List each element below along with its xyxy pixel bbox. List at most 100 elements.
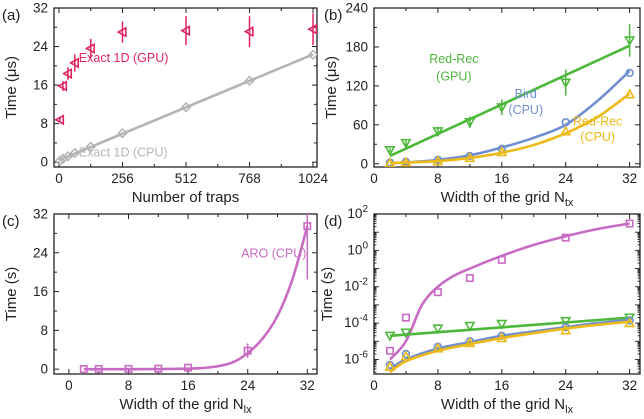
aro-cpu-point bbox=[303, 222, 312, 231]
aro-cpu-fit-line bbox=[388, 222, 630, 361]
bird-cpu-fit-line bbox=[389, 318, 630, 371]
exact-1d-gpu-point bbox=[68, 57, 80, 69]
y-tick-label: 8 bbox=[40, 116, 48, 131]
x-tick-label: 24 bbox=[558, 171, 574, 186]
red-rec-cpu-point bbox=[384, 360, 396, 371]
red-rec-gpu-point bbox=[432, 324, 444, 335]
x-tick-label: 0 bbox=[65, 378, 73, 393]
x-tick-label: 0 bbox=[55, 171, 63, 186]
plot-frame bbox=[373, 213, 641, 375]
exact-1d-cpu-point bbox=[307, 49, 317, 60]
red-rec-gpu-fit-line bbox=[389, 44, 631, 158]
exact-1d-cpu-point bbox=[117, 128, 128, 139]
red-rec-cpu-point bbox=[496, 146, 508, 157]
y-tick-label: 8 bbox=[40, 323, 48, 338]
red-rec-gpu-point bbox=[496, 103, 508, 114]
red-rec-cpu-point bbox=[432, 342, 444, 353]
annotation-label: Red-Rec bbox=[573, 114, 622, 128]
y-axis-label: Time (s) bbox=[3, 267, 20, 321]
annotation-label: Exact 1D (GPU) bbox=[79, 51, 169, 65]
exact-1d-cpu-point bbox=[244, 75, 255, 87]
x-tick-label: 8 bbox=[434, 378, 442, 393]
y-tick-label: 100 bbox=[347, 240, 368, 257]
x-tick-label: 256 bbox=[111, 171, 134, 186]
x-axis-label: Width of the grid Nlx bbox=[441, 396, 574, 416]
red-rec-gpu-point bbox=[384, 331, 396, 342]
plot-frame bbox=[373, 7, 641, 168]
y-tick-label: 32 bbox=[33, 1, 48, 16]
exact-1d-gpu-point bbox=[62, 67, 73, 80]
exact-1d-cpu-point bbox=[62, 151, 74, 162]
aro-cpu-point bbox=[465, 274, 474, 283]
red-rec-gpu-point bbox=[400, 138, 412, 149]
panel-label: (d) bbox=[324, 213, 342, 230]
y-tick-label: 102 bbox=[347, 204, 368, 221]
x-tick-label: 16 bbox=[181, 378, 196, 393]
red-rec-cpu-point bbox=[560, 125, 572, 136]
y-tick-label: 0 bbox=[360, 156, 368, 171]
red-rec-gpu-fit-line bbox=[389, 316, 630, 338]
y-axis-label: Time (s) bbox=[319, 267, 336, 321]
red-rec-gpu-point bbox=[464, 321, 476, 332]
red-rec-gpu-point bbox=[432, 127, 444, 138]
exact-1d-cpu-fit-line bbox=[59, 53, 314, 161]
exact-1d-cpu-point bbox=[54, 155, 66, 166]
y-tick-label: 10-4 bbox=[344, 313, 368, 330]
data-layer bbox=[79, 214, 312, 374]
x-tick-label: 16 bbox=[494, 171, 509, 186]
x-tick-label: 32 bbox=[622, 171, 637, 186]
panel-label: (a) bbox=[2, 7, 20, 24]
x-tick-label: 8 bbox=[434, 171, 442, 186]
aro-cpu-point bbox=[433, 288, 442, 297]
y-tick-label: 16 bbox=[33, 78, 48, 93]
annotation-label: (GPU) bbox=[436, 70, 471, 84]
y-tick-label: 120 bbox=[345, 78, 368, 93]
exact-1d-gpu-point bbox=[54, 114, 65, 126]
x-tick-label: 1024 bbox=[298, 171, 329, 186]
exact-1d-gpu-point bbox=[307, 23, 317, 35]
red-rec-cpu-point bbox=[400, 156, 412, 167]
aro-cpu-point bbox=[124, 364, 133, 373]
panel-b: 0 8 16 24 32 0 60 120 180 240 Width of the grid Nt… bbox=[323, 1, 641, 209]
red-rec-cpu-point bbox=[384, 157, 396, 167]
exact-1d-gpu-point bbox=[180, 25, 191, 37]
panel-a: 0 256 512 768 1024 0 8 16 24 32 Number of traps Tim… bbox=[2, 1, 329, 207]
x-tick-label: 512 bbox=[175, 171, 198, 186]
bird-cpu-point bbox=[625, 68, 634, 78]
x-axis-label: Number of traps bbox=[132, 189, 240, 206]
y-tick-label: 0 bbox=[40, 155, 48, 170]
annotation-label: Exact 1D (CPU) bbox=[79, 145, 168, 159]
red-rec-gpu-point bbox=[624, 36, 636, 47]
annotation-label: (CPU) bbox=[580, 130, 615, 144]
red-rec-cpu-point bbox=[464, 337, 476, 348]
red-rec-cpu-point bbox=[496, 332, 508, 343]
y-tick-label: 10-2 bbox=[344, 277, 368, 294]
red-rec-gpu-point bbox=[560, 78, 572, 89]
x-tick-label: 0 bbox=[370, 171, 378, 186]
data-layer bbox=[54, 13, 317, 166]
x-tick-label: 16 bbox=[494, 378, 509, 393]
aro-cpu-point bbox=[184, 363, 193, 372]
annotation-label: ARO (CPU) bbox=[241, 247, 306, 261]
aro-cpu-point bbox=[561, 233, 570, 242]
panel-c: 0 8 16 24 32 0 8 16 24 32 Width of the grid Nlx Tim… bbox=[2, 207, 318, 416]
panel-d: 0 8 16 24 32 10-6 10-4 10-2 100 102 Width of the g… bbox=[319, 204, 641, 416]
red-rec-cpu-point bbox=[464, 152, 476, 163]
y-tick-label: 180 bbox=[345, 39, 368, 54]
annotation-label: Red-Rec bbox=[429, 52, 478, 66]
aro-cpu-point bbox=[243, 346, 252, 355]
x-tick-label: 32 bbox=[622, 378, 637, 393]
data-layer bbox=[384, 24, 636, 167]
annotation-label: (CPU) bbox=[508, 103, 543, 117]
red-rec-cpu-point bbox=[560, 324, 572, 335]
y-tick-label: 32 bbox=[33, 207, 48, 222]
red-rec-gpu-point bbox=[384, 145, 396, 156]
aro-cpu-point bbox=[385, 346, 394, 355]
y-tick-label: 24 bbox=[33, 245, 49, 260]
x-axis-label: Width of the grid Nlx bbox=[119, 396, 252, 416]
aro-cpu-point bbox=[401, 313, 410, 322]
red-rec-gpu-point bbox=[464, 118, 476, 129]
red-rec-gpu-point bbox=[560, 316, 572, 327]
exact-1d-gpu-point bbox=[84, 42, 95, 55]
aro-cpu-point bbox=[79, 365, 88, 374]
